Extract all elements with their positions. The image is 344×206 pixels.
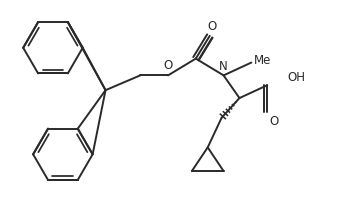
Text: OH: OH	[287, 71, 305, 84]
Text: Me: Me	[254, 54, 272, 67]
Text: O: O	[207, 20, 216, 33]
Text: O: O	[269, 115, 278, 128]
Text: N: N	[219, 60, 228, 73]
Text: O: O	[163, 59, 173, 73]
